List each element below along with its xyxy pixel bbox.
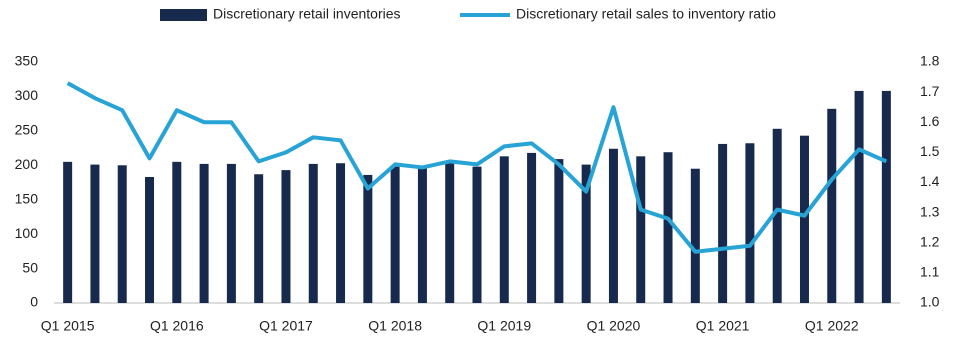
- bar: [799, 135, 809, 303]
- y2-tick-label: 1.1: [920, 264, 940, 280]
- bar: [608, 148, 618, 303]
- x-tick-label: Q1 2016: [150, 318, 204, 334]
- x-tick-label: Q1 2015: [41, 318, 95, 334]
- bar: [690, 168, 700, 303]
- y2-tick-label: 1.8: [920, 53, 940, 69]
- bar: [199, 163, 209, 303]
- y-tick-label: 350: [15, 53, 39, 69]
- y2-tick-label: 1.4: [920, 173, 940, 189]
- bar: [499, 156, 509, 303]
- y2-tick-label: 1.2: [920, 233, 940, 249]
- bar: [281, 170, 291, 303]
- x-tick-label: Q1 2017: [259, 318, 313, 334]
- y-tick-label: 250: [15, 122, 39, 138]
- y-tick-label: 100: [15, 225, 39, 241]
- x-tick-label: Q1 2019: [477, 318, 531, 334]
- bar: [336, 163, 346, 303]
- bar: [445, 163, 455, 303]
- y-tick-label: 300: [15, 87, 39, 103]
- bar: [90, 164, 100, 303]
- bar: [390, 166, 400, 303]
- bar: [145, 176, 155, 303]
- y-tick-label: 0: [30, 294, 38, 310]
- bar: [527, 152, 537, 303]
- x-tick-label: Q1 2021: [696, 318, 750, 334]
- line: [66, 81, 888, 254]
- bar: [663, 152, 673, 303]
- bar: [63, 161, 73, 303]
- legend-label: Discretionary retail inventories: [213, 6, 401, 22]
- bar: [226, 163, 236, 303]
- bar: [308, 163, 318, 303]
- bar: [581, 164, 591, 303]
- x-tick-label: Q1 2022: [805, 318, 859, 334]
- bar: [172, 161, 182, 303]
- y-tick-label: 200: [15, 156, 39, 172]
- bar: [772, 128, 782, 303]
- bar: [718, 143, 728, 303]
- bar: [117, 165, 127, 303]
- y2-tick-label: 1.0: [920, 294, 940, 310]
- legend-label: Discretionary retail sales to inventory …: [516, 6, 776, 22]
- bar: [363, 174, 373, 303]
- y2-tick-label: 1.3: [920, 203, 940, 219]
- bar: [745, 143, 755, 303]
- bar: [417, 167, 427, 303]
- bar: [854, 90, 864, 303]
- bar: [881, 90, 891, 303]
- y2-tick-label: 1.5: [920, 143, 940, 159]
- y-tick-label: 150: [15, 190, 39, 206]
- bar: [554, 159, 564, 303]
- legend-swatch: [160, 9, 207, 21]
- bar: [636, 156, 646, 303]
- bar: [827, 108, 837, 303]
- y2-tick-label: 1.6: [920, 113, 940, 129]
- x-tick-label: Q1 2020: [587, 318, 641, 334]
- x-tick-label: Q1 2018: [368, 318, 422, 334]
- y-tick-label: 50: [22, 259, 38, 275]
- bar: [254, 174, 264, 303]
- y2-tick-label: 1.7: [920, 83, 940, 99]
- bar: [472, 166, 482, 303]
